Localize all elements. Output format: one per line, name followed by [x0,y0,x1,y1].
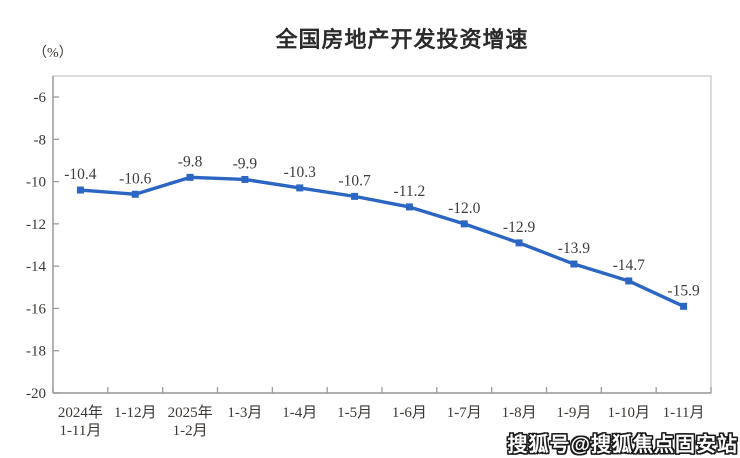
x-category-label: 1-4月 [282,405,317,421]
x-category-label: 1-8月 [502,405,537,421]
y-tick-label: -18 [26,344,46,360]
data-point-marker [241,175,249,183]
data-point-label: -15.9 [667,282,700,299]
data-point-marker [76,186,84,194]
data-point-marker [296,184,304,192]
x-category-label: 1-5月 [337,405,372,421]
data-point-label: -9.8 [178,153,203,170]
data-point-label: -9.9 [233,155,258,172]
x-category-label: 1-10月 [608,405,651,421]
y-tick-label: -10 [26,175,46,191]
x-category-label: 1-3月 [227,405,262,421]
data-point-label: -10.7 [338,172,371,189]
x-category-label: 1-7月 [447,405,482,421]
data-point-label: -13.9 [558,240,591,257]
y-tick-label: -8 [34,132,47,148]
y-tick-label: -12 [26,217,46,233]
series-line [78,175,686,309]
data-point-marker [570,260,578,268]
y-axis-unit-label: （%） [33,46,73,61]
data-point-marker [680,302,688,310]
data-point-label: -14.7 [613,257,646,274]
plot-border [52,75,712,394]
y-tick-label: -6 [34,90,47,106]
data-point-marker [351,192,359,200]
x-category-label: 1-11月 [59,423,101,439]
data-point-marker [460,220,468,228]
data-point-label: -10.6 [119,170,152,187]
x-category-label: 1-6月 [392,405,427,421]
data-point-label: -11.2 [394,183,426,200]
data-point-marker [186,173,194,181]
watermark: 搜狐号@搜狐焦点固安站 [507,434,738,456]
x-category-label: 1-9月 [556,405,591,421]
data-point-marker [405,203,413,211]
data-point-marker [625,277,633,285]
y-tick-label: -16 [26,301,46,317]
data-point-label: -12.0 [448,200,481,217]
chart-title: 全国房地产开发投资增速 [275,27,529,52]
data-point-label: -10.3 [284,164,317,181]
x-category-label: 1-12月 [114,405,157,421]
data-point-marker [515,239,523,247]
data-point-label: -12.9 [503,219,536,236]
x-category-label: 2024年 [58,404,103,421]
x-category-label: 1-11月 [663,405,705,421]
x-category-label: 1-2月 [173,423,208,439]
data-point-label: -10.4 [64,166,97,183]
y-tick-label: -20 [26,386,46,402]
y-tick-label: -14 [26,259,46,275]
data-point-marker [131,190,139,198]
x-category-label: 2025年 [168,404,213,421]
